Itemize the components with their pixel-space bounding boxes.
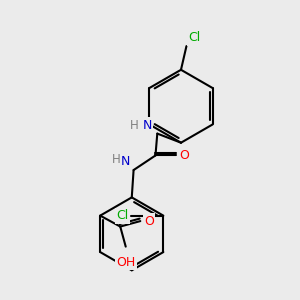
Text: N: N bbox=[121, 155, 130, 168]
Text: H: H bbox=[130, 119, 139, 132]
Text: O: O bbox=[179, 149, 189, 162]
Text: OH: OH bbox=[116, 256, 135, 269]
Text: N: N bbox=[142, 119, 152, 132]
Text: O: O bbox=[144, 214, 154, 228]
Text: Cl: Cl bbox=[116, 209, 129, 222]
Text: H: H bbox=[112, 153, 121, 167]
Text: Cl: Cl bbox=[188, 31, 200, 44]
